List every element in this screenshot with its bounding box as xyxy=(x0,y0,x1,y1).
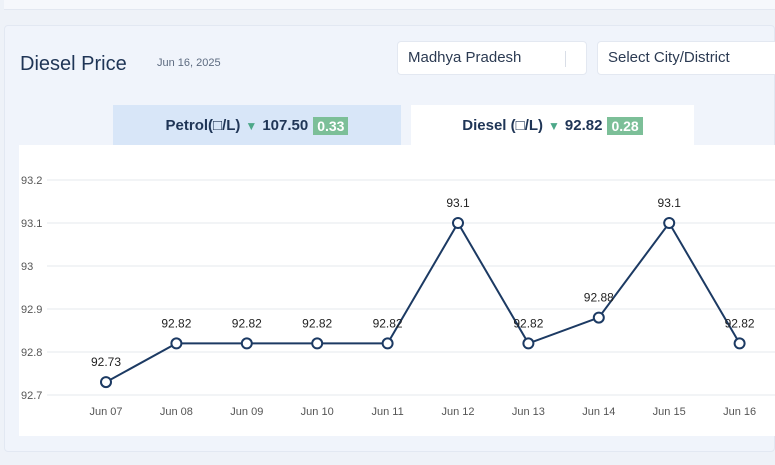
data-point xyxy=(381,337,394,350)
y-tick-label: 93.1 xyxy=(21,218,42,230)
data-point xyxy=(452,217,464,229)
chart-panel: 92.7 92.8 92.9 93 93.1 93.2 Jun 07 Jun 08 Jun 09… xyxy=(19,145,775,436)
down-arrow-icon: ▼ xyxy=(548,118,560,133)
tab-diesel-price: 92.82 xyxy=(564,117,603,134)
data-label: 92.88 xyxy=(584,291,614,305)
x-tick-label: Jun 12 xyxy=(441,406,474,418)
x-tick-label: Jun 13 xyxy=(512,406,545,418)
x-tick-label: Jun 10 xyxy=(301,406,334,418)
series-line xyxy=(105,221,741,383)
data-point xyxy=(240,337,253,350)
data-point xyxy=(663,217,676,229)
tab-petrol-change-badge: 0.33 xyxy=(313,116,349,135)
data-point xyxy=(311,337,324,350)
price-date: Jun 16, 2025 xyxy=(157,57,221,69)
city-select-value: Select City/District xyxy=(608,49,730,66)
y-tick-label: 92.8 xyxy=(21,347,42,359)
data-label: 92.82 xyxy=(302,316,332,330)
x-tick-label: Jun 16 xyxy=(723,406,756,418)
x-tick-label: Jun 08 xyxy=(160,406,193,418)
state-select-value: Madhya Pradesh xyxy=(408,49,522,66)
data-point xyxy=(100,376,112,389)
x-tick-label: Jun 11 xyxy=(371,406,403,418)
data-label: 92.82 xyxy=(513,316,543,330)
y-tick-label: 92.7 xyxy=(21,390,42,402)
data-point xyxy=(592,311,605,324)
price-card: Diesel Price Jun 16, 2025 Madhya Pradesh… xyxy=(4,25,775,452)
tab-petrol[interactable]: Petrol(□/L) ▼ 107.50 0.33 xyxy=(113,105,401,146)
tab-diesel-label: Diesel (□/L) xyxy=(462,117,544,134)
y-tick-label: 92.9 xyxy=(21,304,42,316)
data-label: 92.82 xyxy=(232,316,262,330)
tab-diesel[interactable]: Diesel (□/L) ▼ 92.82 0.28 xyxy=(411,105,694,146)
tab-petrol-label: Petrol(□/L) xyxy=(165,117,241,134)
down-arrow-icon: ▼ xyxy=(245,118,258,133)
x-tick-label: Jun 14 xyxy=(582,406,615,418)
x-tick-label: Jun 07 xyxy=(89,406,122,418)
x-tick-label: Jun 09 xyxy=(230,406,263,418)
data-point xyxy=(522,337,535,350)
data-point xyxy=(733,337,746,350)
x-tick-label: Jun 15 xyxy=(653,406,686,418)
data-label: 93.1 xyxy=(658,196,682,210)
data-label: 92.82 xyxy=(161,316,191,330)
state-select[interactable]: Madhya Pradesh xyxy=(397,41,587,75)
data-label: 92.82 xyxy=(725,316,755,330)
data-label: 92.73 xyxy=(91,355,121,369)
page-title: Diesel Price xyxy=(20,53,127,75)
top-strip xyxy=(4,0,775,10)
y-tick-label: 93 xyxy=(21,261,33,273)
data-label: 93.1 xyxy=(446,196,470,210)
tab-petrol-price: 107.50 xyxy=(262,117,309,134)
city-select[interactable]: Select City/District xyxy=(597,41,775,75)
y-tick-label: 93.2 xyxy=(21,175,42,187)
data-label: 92.82 xyxy=(373,316,403,330)
data-point xyxy=(170,337,183,350)
price-line-chart: 92.7 92.8 92.9 93 93.1 93.2 Jun 07 Jun 08 Jun 09… xyxy=(21,175,775,418)
tab-diesel-change-badge: 0.28 xyxy=(607,116,643,135)
select-divider xyxy=(565,51,566,67)
